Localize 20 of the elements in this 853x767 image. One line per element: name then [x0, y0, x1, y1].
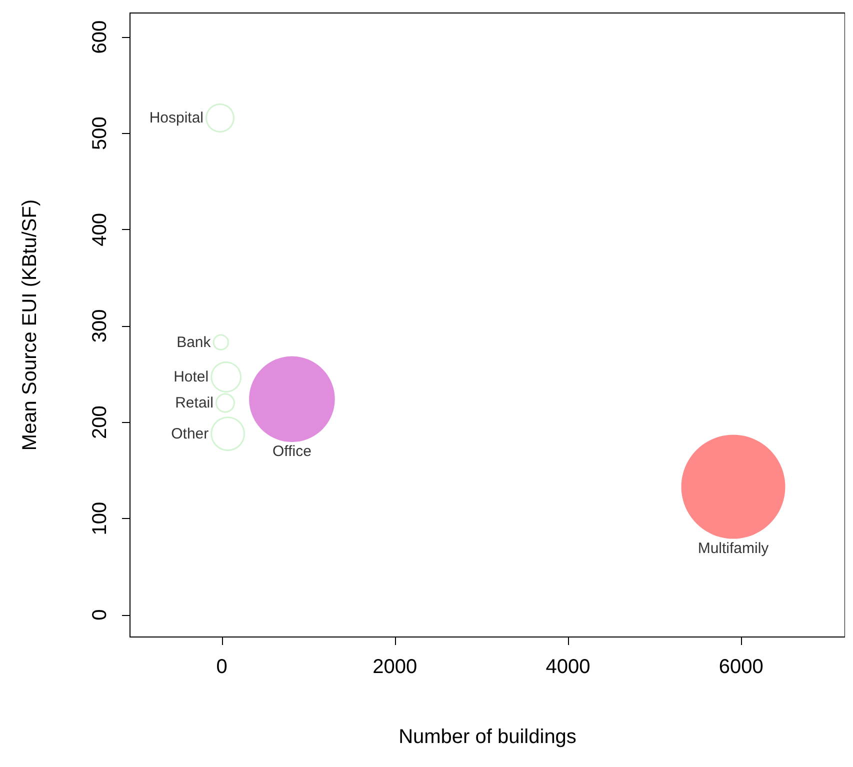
y-tick-label: 0 — [89, 609, 111, 620]
x-tick-label: 4000 — [546, 656, 590, 678]
series-label: Office — [272, 443, 312, 460]
series-label: Hospital — [149, 109, 204, 126]
x-tick-label: 0 — [216, 656, 228, 678]
x-axis-title: Number of buildings — [398, 726, 576, 748]
series-label: Other — [171, 425, 209, 442]
x-tick-label: 2000 — [372, 656, 418, 678]
y-axis-title: Mean Source EUI (KBtu/SF) — [19, 199, 41, 451]
y-tick-label: 600 — [89, 20, 111, 54]
series-label: Bank — [176, 334, 212, 351]
series-label: Retail — [175, 394, 214, 412]
y-tick-label: 200 — [89, 406, 111, 439]
x-tick-label: 6000 — [718, 656, 764, 678]
y-tick-label: 300 — [89, 309, 111, 343]
y-tick-label: 500 — [89, 116, 111, 150]
y-tick-label: 400 — [89, 212, 111, 246]
series-label: Multifamily — [698, 540, 770, 557]
y-tick-label: 100 — [89, 502, 111, 536]
series-label: Hotel — [174, 368, 209, 386]
